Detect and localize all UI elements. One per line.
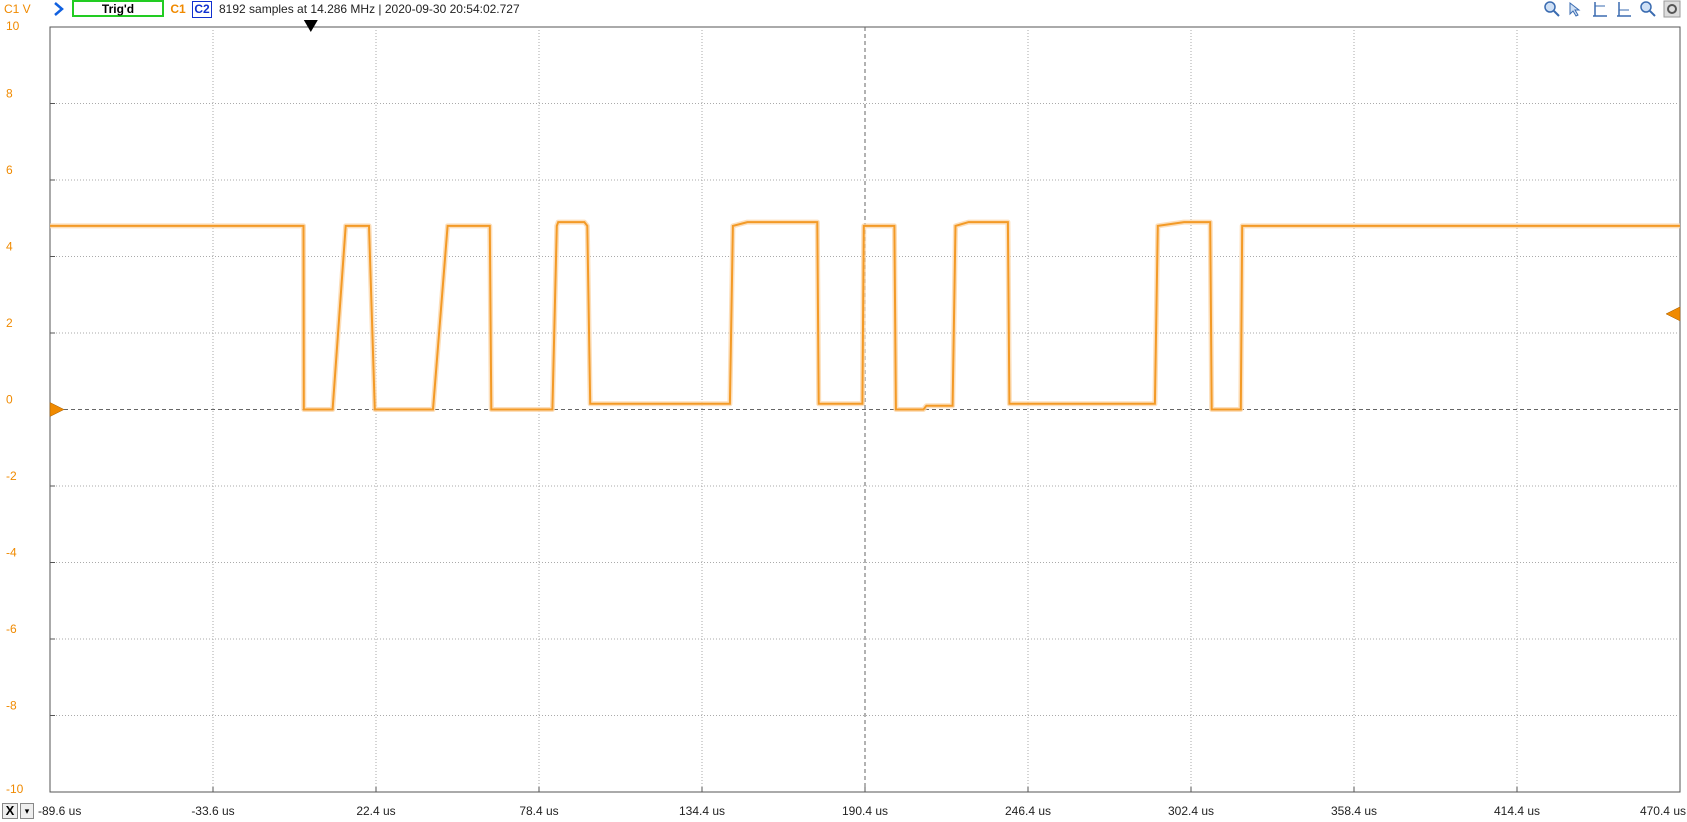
zoom-in-icon[interactable] (1543, 0, 1561, 18)
channel1-button[interactable]: C1 (170, 2, 186, 16)
x-axis-ticks: -89.6 us -33.6 us 22.4 us 78.4 us 134.4 us 19… (38, 804, 1686, 818)
y-tick-label: -10 (6, 782, 24, 796)
y-tick-label: 6 (6, 163, 13, 177)
channel2-button[interactable]: C2 (192, 1, 212, 18)
y-tick-label: -2 (6, 469, 17, 483)
y-tick-label: -6 (6, 622, 17, 636)
trigger-status[interactable]: Trig'd (72, 0, 164, 17)
y-tick-label: 4 (6, 240, 13, 254)
zoom-out-icon[interactable] (1639, 0, 1657, 18)
y-tick-label: -4 (6, 546, 17, 560)
x-tick-label: 22.4 us (356, 804, 395, 818)
y-tick-label: -8 (6, 699, 17, 713)
trigger-time-marker[interactable] (303, 20, 318, 32)
trace-c1-envelope (50, 219, 1680, 412)
x-tick-label: 302.4 us (1168, 804, 1214, 818)
x-tick-label: 78.4 us (519, 804, 558, 818)
toolbar: C1 V Trig'd C1 C2 8192 samples at 14.286… (0, 0, 1687, 20)
y-tick-label: 0 (6, 393, 13, 407)
offset-marker[interactable] (49, 402, 65, 417)
settings-icon[interactable] (1663, 0, 1681, 18)
x-tick-label: -33.6 us (191, 804, 234, 818)
x-tick-label: 414.4 us (1494, 804, 1540, 818)
trace-group (50, 219, 1680, 412)
marker-icon[interactable] (1591, 0, 1609, 18)
x-tick-label: 246.4 us (1005, 804, 1051, 818)
y-tick-label: 10 (6, 19, 20, 33)
x-tick-label: 190.4 us (842, 804, 888, 818)
trigger-level-marker[interactable] (1665, 306, 1681, 322)
channel-scale-label: C1 V (4, 2, 31, 16)
y-tick-label: 8 (6, 87, 13, 101)
x-tick-label: 470.4 us (1640, 804, 1686, 818)
chevron-down-icon[interactable]: ▾ (20, 803, 34, 819)
x-tick-label: -89.6 us (38, 804, 81, 818)
grid (49, 26, 1681, 793)
y-tick-label: 2 (6, 316, 13, 330)
trace-c1 (50, 221, 1680, 411)
x-axis-bar: X ▾ (0, 800, 1687, 822)
x-tick-label: 358.4 us (1331, 804, 1377, 818)
acquisition-info: 8192 samples at 14.286 MHz | 2020-09-30 … (219, 2, 520, 16)
x-axis-button[interactable]: X (2, 803, 18, 819)
x-tick-label: 134.4 us (679, 804, 725, 818)
run-arrow-icon[interactable] (52, 1, 66, 17)
markers[interactable] (49, 20, 1681, 417)
y-axis-ticks: 10 8 6 4 2 0 -2 -4 -6 -8 -10 (6, 19, 24, 796)
marker-icon[interactable] (1615, 0, 1633, 18)
cursor-icon[interactable] (1567, 0, 1585, 18)
